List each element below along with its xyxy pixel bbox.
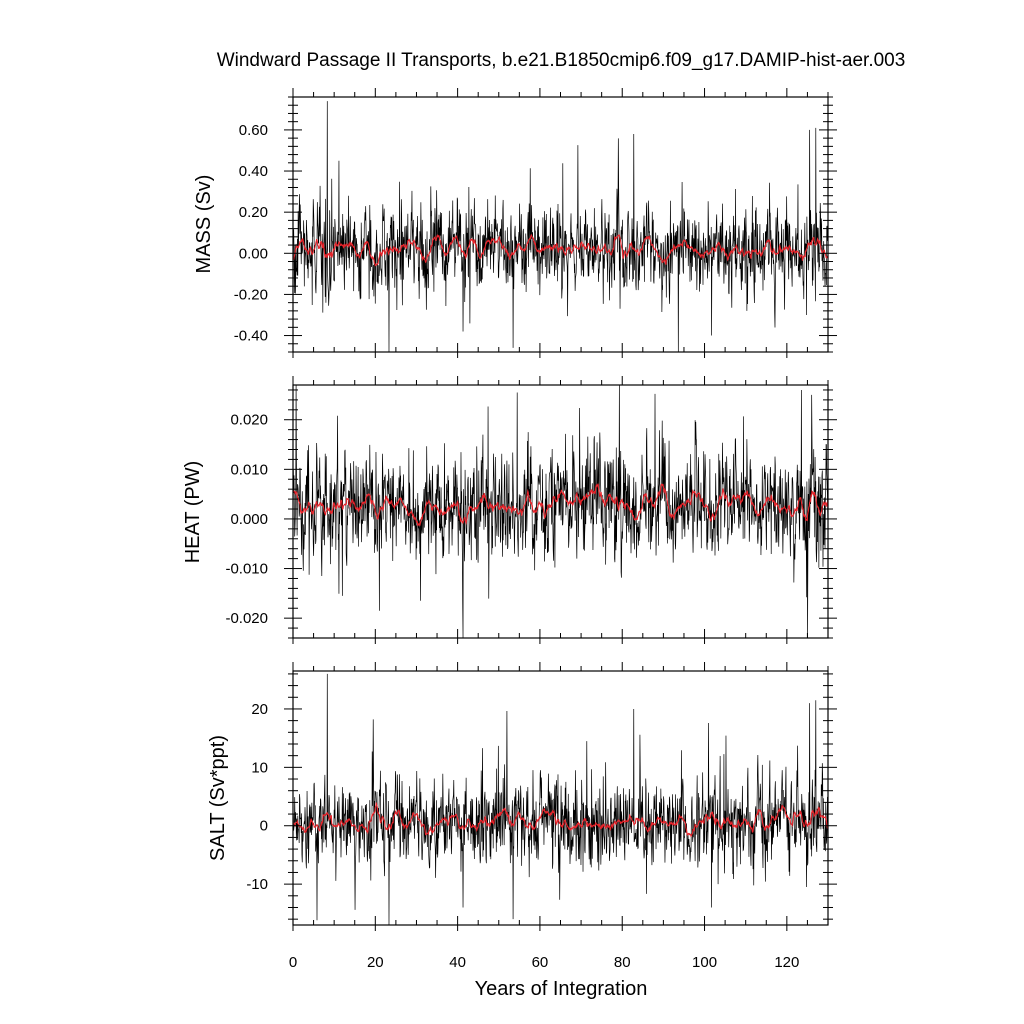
mass-y-tick-label: 0.20 <box>239 204 268 221</box>
mass-y-axis-label: MASS (Sv) <box>193 175 215 274</box>
heat-smoothed-series <box>293 483 828 527</box>
salt-y-tick-label: -10 <box>246 876 268 893</box>
salt-y-axis-label: SALT (Sv*ppt) <box>207 735 229 861</box>
heat-y-tick-label: 0.010 <box>230 461 268 478</box>
heat-y-tick-label: -0.020 <box>225 610 268 627</box>
x-axis-label: Years of Integration <box>475 978 648 1000</box>
x-tick-label: 60 <box>532 954 549 971</box>
mass-plot-frame <box>292 96 829 353</box>
mass-y-tick-label: 0.40 <box>239 163 268 180</box>
x-tick-label: 100 <box>692 954 717 971</box>
salt-y-tick-label: 20 <box>251 701 268 718</box>
mass-smoothed-series <box>293 233 828 267</box>
mass-y-tick-label: -0.20 <box>234 286 268 303</box>
heat-monthly-series <box>293 385 828 638</box>
heat-y-tick-label: 0.020 <box>230 412 268 429</box>
x-tick-label: 80 <box>614 954 631 971</box>
salt-y-tick-label: 0 <box>260 818 268 835</box>
x-tick-label: 20 <box>367 954 384 971</box>
mass-y-tick-label: -0.40 <box>234 328 268 345</box>
salt-smoothed-series <box>293 802 828 838</box>
heat-panel: HEAT (PW) -0.020 -0.010 0.000 0.010 0.020 <box>182 376 837 644</box>
mass-y-tick-label: 0.60 <box>239 122 268 139</box>
heat-y-axis-label: HEAT (PW) <box>182 461 204 564</box>
heat-y-tick-label: -0.010 <box>225 561 268 578</box>
salt-y-tick-label: 10 <box>251 759 268 776</box>
x-tick-label: 40 <box>449 954 466 971</box>
heat-y-tick-label: 0.000 <box>230 511 268 528</box>
mass-panel: MASS (Sv) -0.40 -0.20 0.00 0.20 0.40 0.60 <box>193 88 837 358</box>
mass-y-tick-label: 0.00 <box>239 245 268 262</box>
figure-title: Windward Passage II Transports, b.e21.B1… <box>217 50 906 71</box>
salt-monthly-series <box>293 673 828 925</box>
x-tick-label: 120 <box>774 954 799 971</box>
salt-panel: SALT (Sv*ppt) -10 0 10 20 0 20 40 60 80 100 120 <box>207 662 837 971</box>
x-tick-label: 0 <box>289 954 297 971</box>
mass-monthly-series <box>293 101 828 352</box>
